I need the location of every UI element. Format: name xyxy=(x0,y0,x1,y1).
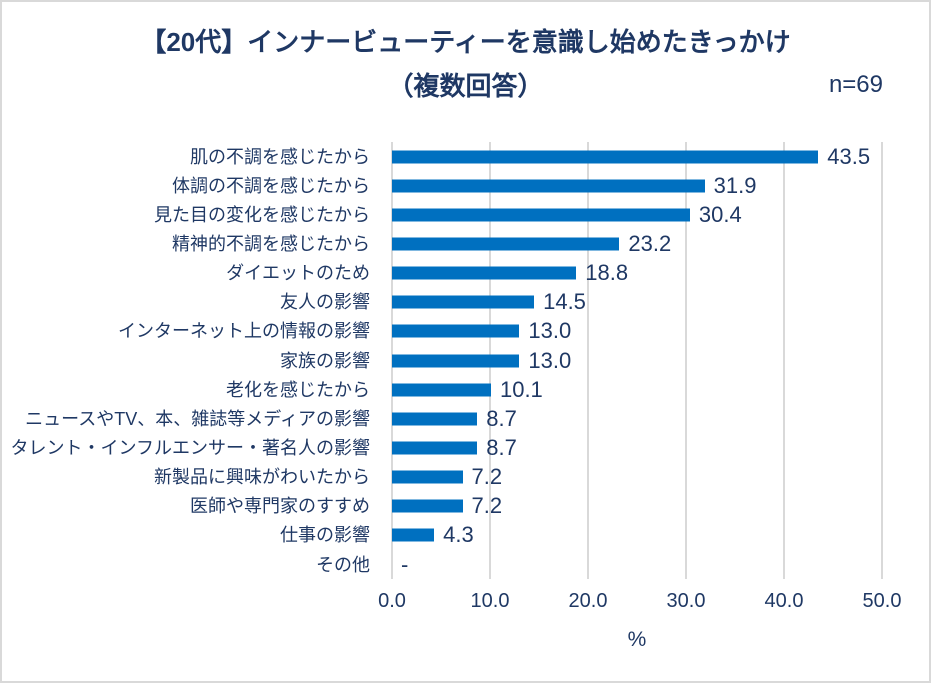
bar-track: 23.2 xyxy=(392,229,882,258)
bar xyxy=(392,383,491,397)
category-label: 家族の影響 xyxy=(280,350,370,371)
category-label: 新製品に興味がわいたから xyxy=(154,467,370,488)
value-label: 23.2 xyxy=(628,230,672,256)
x-tick-label: 30.0 xyxy=(666,590,706,612)
chart-row: 家族の影響 13.0 xyxy=(2,346,929,375)
category-label: ニュースやTV、本、雑誌等メディアの影響 xyxy=(25,408,370,429)
bar xyxy=(392,237,620,251)
gridline xyxy=(587,142,589,579)
category-label: 体調の不調を感じたから xyxy=(172,175,370,196)
category-label: 友人の影響 xyxy=(280,292,370,313)
value-label: 7.2 xyxy=(471,464,503,490)
bar xyxy=(392,354,520,368)
chart-row: インターネット上の情報の影響 13.0 xyxy=(2,317,929,346)
chart-row: 友人の影響 14.5 xyxy=(2,288,929,317)
category-label: タレント・インフルエンサー・著名人の影響 xyxy=(10,437,370,458)
category-label: その他 xyxy=(316,554,370,575)
bar-track: 30.4 xyxy=(392,200,882,229)
x-tick-label: 20.0 xyxy=(568,590,608,612)
value-label: 43.5 xyxy=(827,143,871,169)
x-tick-label: 50.0 xyxy=(862,590,902,612)
bar-track: 43.5 xyxy=(392,142,882,171)
x-axis-title: % xyxy=(627,628,647,651)
value-label: 8.7 xyxy=(486,405,517,431)
chart-title-line2: （複数回答） xyxy=(387,71,544,101)
chart-row: 精神的不調を感じたから 23.2 xyxy=(2,229,929,258)
sample-size-label: n=69 xyxy=(828,71,883,98)
bar-track: 14.5 xyxy=(392,288,882,317)
chart-row: 見た目の変化を感じたから 30.4 xyxy=(2,200,929,229)
bar xyxy=(392,470,463,484)
bar-track: 4.3 xyxy=(392,521,882,550)
gridline xyxy=(685,142,687,579)
bar xyxy=(392,528,435,542)
value-label: 7.2 xyxy=(471,493,503,519)
value-label: 13.0 xyxy=(528,347,572,373)
category-label: 肌の不調を感じたから xyxy=(190,146,370,167)
chart-row: 仕事の影響 4.3 xyxy=(2,521,929,550)
bar-track: 10.1 xyxy=(392,375,882,404)
x-tick-label: 40.0 xyxy=(764,590,804,612)
gridline xyxy=(783,142,785,579)
chart-row: 肌の不調を感じたから 43.5 xyxy=(2,142,929,171)
value-label: 4.3 xyxy=(443,522,474,548)
value-label: 13.0 xyxy=(528,318,572,344)
chart-row: ニュースやTV、本、雑誌等メディアの影響 8.7 xyxy=(2,404,929,433)
bar xyxy=(392,266,577,280)
bar-track: 8.7 xyxy=(392,404,882,433)
bar-track: 13.0 xyxy=(392,346,882,375)
bar xyxy=(392,208,690,222)
value-label: 10.1 xyxy=(499,376,543,402)
bar xyxy=(392,179,705,193)
category-label: インターネット上の情報の影響 xyxy=(118,321,370,342)
bar xyxy=(392,441,478,455)
chart-row: 体調の不調を感じたから 31.9 xyxy=(2,171,929,200)
bar-rows: 肌の不調を感じたから 43.5 体調の不調を感じたから 31.9 見た目の変化を感じたか… xyxy=(2,142,929,579)
chart-row: タレント・インフルエンサー・著名人の影響 8.7 xyxy=(2,433,929,462)
bar-track: - xyxy=(392,550,882,579)
category-label: ダイエットのため xyxy=(226,263,370,284)
bar-track: 13.0 xyxy=(392,317,882,346)
bar-track: 18.8 xyxy=(392,259,882,288)
chart-row: 新製品に興味がわいたから 7.2 xyxy=(2,463,929,492)
chart-row: その他 - xyxy=(2,550,929,579)
x-tick-label: 0.0 xyxy=(378,590,406,612)
value-label: 31.9 xyxy=(713,172,757,198)
chart-row: ダイエットのため 18.8 xyxy=(2,259,929,288)
bar-track: 7.2 xyxy=(392,463,882,492)
bar-track: 31.9 xyxy=(392,171,882,200)
bar xyxy=(392,412,478,426)
chart-title-line1: 【20代】インナービューティーを意識し始めたきっかけ xyxy=(140,27,791,57)
bar xyxy=(392,324,520,338)
category-label: 老化を感じたから xyxy=(226,379,370,400)
category-label: 仕事の影響 xyxy=(280,525,370,546)
category-label: 精神的不調を感じたから xyxy=(172,233,370,254)
bar xyxy=(392,295,535,309)
value-label: 14.5 xyxy=(543,289,586,315)
bar xyxy=(392,499,463,513)
value-label: 30.4 xyxy=(698,201,742,227)
category-label: 見た目の変化を感じたから xyxy=(154,204,370,225)
bar-track: 8.7 xyxy=(392,433,882,462)
bar-track: 7.2 xyxy=(392,492,882,521)
x-tick-label: 10.0 xyxy=(470,590,510,612)
chart-row: 医師や専門家のすすめ 7.2 xyxy=(2,492,929,521)
gridline xyxy=(881,142,883,579)
chart-row: 老化を感じたから 10.1 xyxy=(2,375,929,404)
value-label: - xyxy=(401,551,409,577)
category-label: 医師や専門家のすすめ xyxy=(190,496,370,517)
x-axis: 0.0 10.0 20.0 30.0 40.0 50.0 xyxy=(378,590,901,617)
value-label: 8.7 xyxy=(486,434,517,460)
bar xyxy=(392,150,819,164)
value-label: 18.8 xyxy=(585,260,629,286)
